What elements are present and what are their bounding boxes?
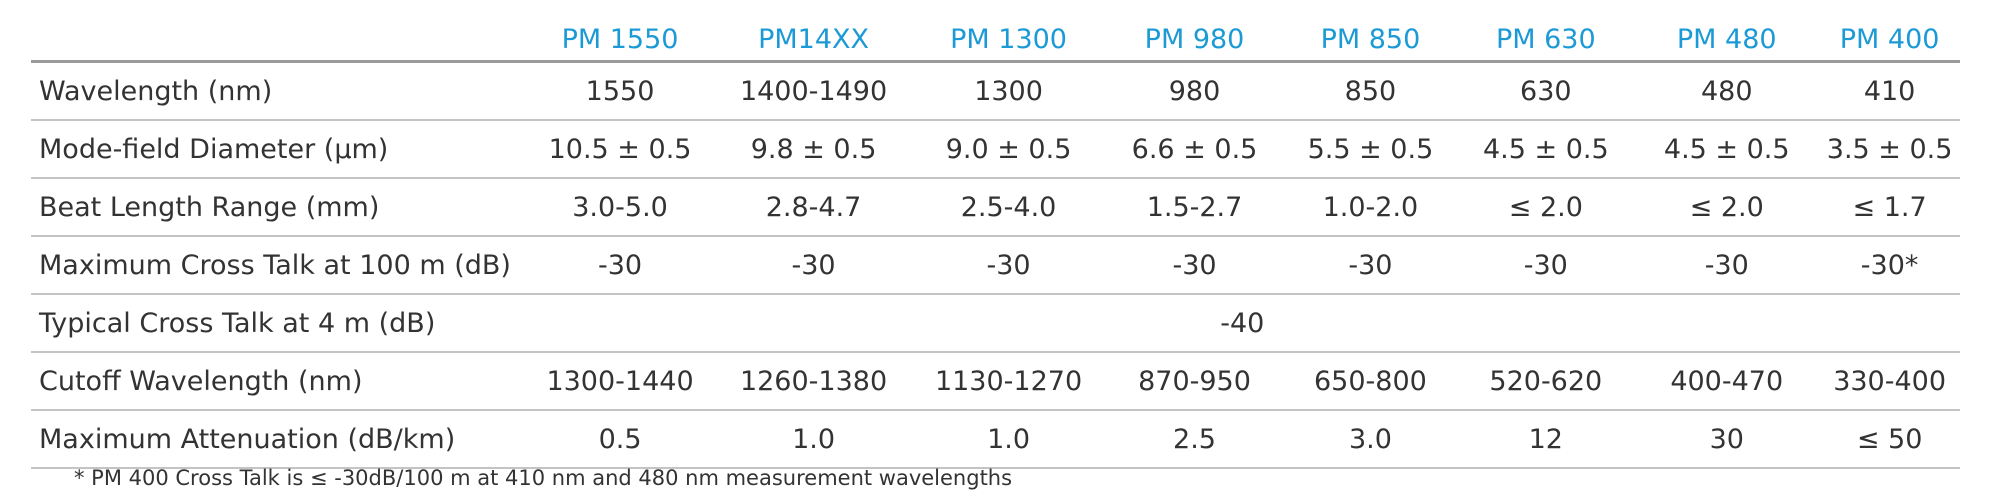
table-cell: 10.5 ± 0.5 bbox=[524, 120, 716, 179]
row-label: Typical Cross Talk at 4 m (dB) bbox=[31, 294, 525, 353]
table-cell: 870-950 bbox=[1105, 352, 1284, 411]
table-cell: 4.5 ± 0.5 bbox=[1634, 120, 1820, 179]
table-row: Maximum Attenuation (dB/km) 0.5 1.0 1.0 2.5 3… bbox=[31, 410, 1960, 469]
row-label: Mode-field Diameter (µm) bbox=[31, 120, 525, 179]
footnote: * PM 400 Cross Talk is ≤ -30dB/100 m at … bbox=[74, 466, 1013, 490]
table-cell: 5.5 ± 0.5 bbox=[1283, 120, 1458, 179]
table-cell: 12 bbox=[1457, 410, 1635, 469]
table-cell: 1550 bbox=[524, 61, 716, 121]
table-cell: 410 bbox=[1819, 61, 1960, 121]
table-cell: ≤ 2.0 bbox=[1634, 178, 1820, 237]
column-header: PM 850 bbox=[1283, 8, 1458, 63]
table-cell: 2.8-4.7 bbox=[715, 178, 912, 237]
table-cell: -30 bbox=[715, 236, 912, 295]
column-header: PM 1300 bbox=[911, 8, 1106, 63]
table-cell: 1260-1380 bbox=[715, 352, 912, 411]
table-cell: 1130-1270 bbox=[911, 352, 1106, 411]
table-cell: 850 bbox=[1283, 61, 1458, 121]
column-header: PM 630 bbox=[1457, 8, 1635, 63]
table-cell: -30 bbox=[1105, 236, 1284, 295]
header-blank-cell bbox=[31, 8, 525, 63]
table-cell: 2.5 bbox=[1105, 410, 1284, 469]
column-header: PM14XX bbox=[715, 8, 912, 63]
table-row: Maximum Cross Talk at 100 m (dB) -30 -30 -3… bbox=[31, 236, 1960, 295]
table-cell: 3.0 bbox=[1283, 410, 1458, 469]
table-cell: 1400-1490 bbox=[715, 61, 912, 121]
table-cell: -30* bbox=[1819, 236, 1960, 295]
row-label: Maximum Cross Talk at 100 m (dB) bbox=[31, 236, 525, 295]
column-header: PM 980 bbox=[1105, 8, 1284, 63]
table-cell: 400-470 bbox=[1634, 352, 1820, 411]
table-cell: 520-620 bbox=[1457, 352, 1635, 411]
table-cell: ≤ 2.0 bbox=[1457, 178, 1635, 237]
table-cell: -30 bbox=[1634, 236, 1820, 295]
table-cell: 9.8 ± 0.5 bbox=[715, 120, 912, 179]
table-row: Mode-field Diameter (µm) 10.5 ± 0.5 9.8 ± … bbox=[31, 120, 1960, 179]
row-label: Cutoff Wavelength (nm) bbox=[31, 352, 525, 411]
table-cell: 1300 bbox=[911, 61, 1106, 121]
table-cell: -30 bbox=[1457, 236, 1635, 295]
table-cell: 1300-1440 bbox=[524, 352, 716, 411]
table-cell: 330-400 bbox=[1819, 352, 1960, 411]
table-cell: ≤ 50 bbox=[1819, 410, 1960, 469]
table-cell: 1.0 bbox=[715, 410, 912, 469]
table-cell: 1.0 bbox=[911, 410, 1106, 469]
table-row: Typical Cross Talk at 4 m (dB) -40 bbox=[31, 294, 1960, 353]
header-row: PM 1550 PM14XX PM 1300 PM 980 PM 850 PM 630 PM… bbox=[31, 8, 1960, 63]
table-cell: ≤ 1.7 bbox=[1819, 178, 1960, 237]
table-cell: 0.5 bbox=[524, 410, 716, 469]
table-cell: 1.0-2.0 bbox=[1283, 178, 1458, 237]
column-header: PM 480 bbox=[1634, 8, 1820, 63]
table-row: Cutoff Wavelength (nm) 1300-1440 1260-1380… bbox=[31, 352, 1960, 411]
table-cell: -30 bbox=[1283, 236, 1458, 295]
table-cell: -30 bbox=[911, 236, 1106, 295]
table-cell: 650-800 bbox=[1283, 352, 1458, 411]
column-header: PM 400 bbox=[1819, 8, 1960, 63]
table-cell: -30 bbox=[524, 236, 716, 295]
table-cell: 4.5 ± 0.5 bbox=[1457, 120, 1635, 179]
table-cell: 480 bbox=[1634, 61, 1820, 121]
row-label: Maximum Attenuation (dB/km) bbox=[31, 410, 525, 469]
table-cell: 2.5-4.0 bbox=[911, 178, 1106, 237]
table-cell: 3.5 ± 0.5 bbox=[1819, 120, 1960, 179]
table-body: Wavelength (nm) 1550 1400-1490 1300 980 850 63… bbox=[31, 61, 1960, 469]
fiber-specs-table: PM 1550 PM14XX PM 1300 PM 980 PM 850 PM 630 PM… bbox=[31, 8, 1960, 469]
table-row: Beat Length Range (mm) 3.0-5.0 2.8-4.7 2.5-… bbox=[31, 178, 1960, 237]
table-cell: 980 bbox=[1105, 61, 1284, 121]
table-cell-merged: -40 bbox=[524, 294, 1960, 353]
table-cell: 30 bbox=[1634, 410, 1820, 469]
table-cell: 6.6 ± 0.5 bbox=[1105, 120, 1284, 179]
table-row: Wavelength (nm) 1550 1400-1490 1300 980 850 63… bbox=[31, 61, 1960, 121]
table-cell: 9.0 ± 0.5 bbox=[911, 120, 1106, 179]
column-header: PM 1550 bbox=[524, 8, 716, 63]
row-label: Beat Length Range (mm) bbox=[31, 178, 525, 237]
table-cell: 630 bbox=[1457, 61, 1635, 121]
row-label: Wavelength (nm) bbox=[31, 61, 525, 121]
table-cell: 1.5-2.7 bbox=[1105, 178, 1284, 237]
table-cell: 3.0-5.0 bbox=[524, 178, 716, 237]
